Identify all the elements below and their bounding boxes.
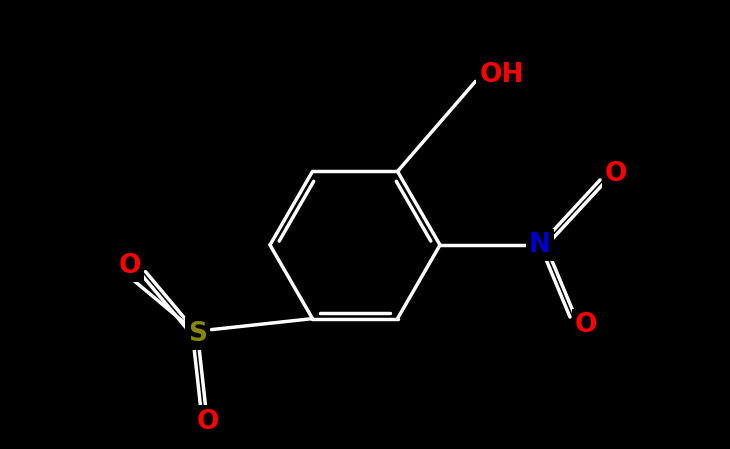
Text: O: O [196,409,219,435]
Text: S: S [188,321,207,347]
Text: O: O [604,161,627,187]
Text: O: O [118,253,141,279]
Text: OH: OH [480,62,523,88]
Text: N: N [529,232,551,258]
Text: O: O [575,312,597,338]
